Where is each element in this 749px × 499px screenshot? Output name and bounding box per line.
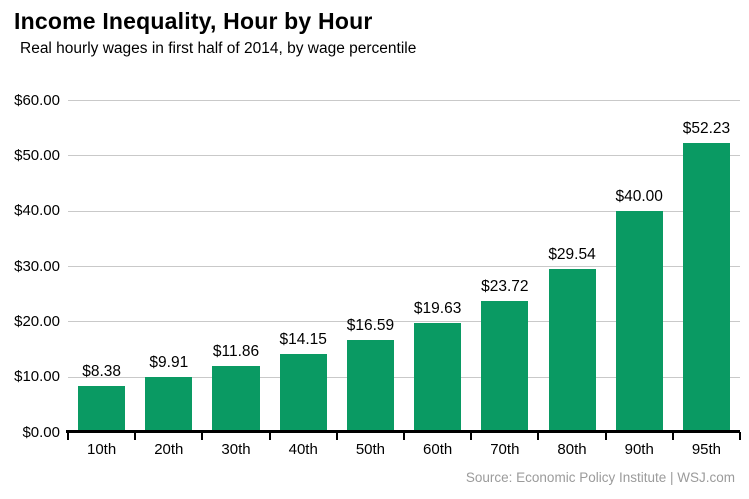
y-axis-label: $20.00 (14, 312, 60, 330)
bar-column: $23.72 (471, 100, 538, 432)
x-axis-label: 90th (624, 441, 654, 458)
x-axis-tick (268, 432, 271, 440)
x-axis-line (66, 430, 740, 433)
bar-value-label: $16.59 (346, 317, 395, 335)
gridline (68, 210, 740, 212)
gridline (68, 100, 740, 101)
y-axis-label: $0.00 (22, 423, 60, 441)
bar (145, 377, 193, 432)
x-axis-label: 10th (87, 441, 117, 458)
plot-area: $8.38 $9.91 $11.86 $14.15 $16.59 $19.63 $23.72… (66, 100, 741, 440)
bar-value-label: $8.38 (82, 362, 121, 380)
bar-value-label: $11.86 (212, 343, 260, 361)
bar-series: $8.38 $9.91 $11.86 $14.15 $16.59 $19.63 $23.72… (68, 100, 740, 432)
bar-column: $16.59 (337, 100, 404, 432)
bar-column: $19.63 (404, 100, 471, 432)
chart-subtitle: Real hourly wages in first half of 2014,… (20, 40, 417, 57)
bar-value-label: $23.72 (481, 277, 529, 295)
y-axis-label: $10.00 (14, 368, 60, 386)
bar-column: $40.00 (606, 100, 673, 432)
bar-value-label: $40.00 (615, 187, 663, 205)
bar (414, 323, 462, 432)
bar (682, 143, 730, 432)
gridline (68, 266, 740, 267)
bar (78, 385, 126, 432)
bar (212, 366, 260, 432)
x-axis-tick (739, 432, 741, 440)
x-axis-label: 30th (221, 441, 251, 458)
x-axis-tick (67, 432, 69, 440)
x-axis-tick (604, 432, 607, 440)
y-axis: $0.00 $10.00 $20.00 $30.00 $40.00 $50.00 $60.0… (0, 92, 60, 441)
bar (548, 268, 596, 432)
source-credit: Source: Economic Policy Institute | WSJ.… (465, 470, 735, 485)
x-axis-label: 60th (423, 441, 453, 458)
bar-column: $11.86 (202, 100, 269, 432)
bar (279, 353, 327, 432)
bar-value-label: $14.15 (279, 330, 327, 348)
bar (481, 300, 529, 432)
x-axis-tick (403, 432, 405, 440)
bar-column: $52.23 (673, 100, 740, 432)
bar-column: $8.38 (68, 100, 135, 432)
y-axis-label: $40.00 (14, 202, 60, 220)
x-axis-label: 20th (154, 441, 184, 458)
x-axis-labels: 10th 20th 30th 40th 50th 60th 70th 80th 90th 95th (68, 441, 740, 458)
x-axis-label: 50th (355, 441, 386, 458)
x-axis-tick (201, 432, 204, 440)
x-axis-tick (335, 432, 338, 440)
gridline (68, 155, 740, 157)
x-axis-tick (537, 432, 540, 440)
x-axis-label: 80th (557, 441, 587, 458)
bar-value-label: $19.63 (413, 300, 462, 318)
bar-value-label: $52.23 (682, 120, 731, 137)
x-axis-label: 40th (288, 441, 318, 458)
x-axis-tick (671, 432, 674, 440)
bar (346, 340, 394, 432)
chart-title: Income Inequality, Hour by Hour (14, 8, 373, 34)
x-axis-tick (470, 432, 473, 440)
bar (615, 210, 663, 432)
y-axis-label: $60.00 (14, 91, 60, 109)
x-axis-label: 95th (691, 441, 722, 458)
bar-column: $9.91 (135, 100, 202, 432)
y-axis-label: $30.00 (14, 257, 60, 275)
bar-column: $14.15 (270, 100, 337, 432)
gridline (68, 376, 740, 378)
x-axis-label: 70th (490, 441, 520, 458)
bar-column: $29.54 (538, 100, 605, 432)
y-axis-label: $50.00 (14, 146, 60, 164)
gridline (68, 321, 740, 323)
bar-value-label: $29.54 (548, 245, 596, 263)
bar-value-label: $9.91 (149, 354, 189, 372)
x-axis-tick (134, 432, 137, 440)
